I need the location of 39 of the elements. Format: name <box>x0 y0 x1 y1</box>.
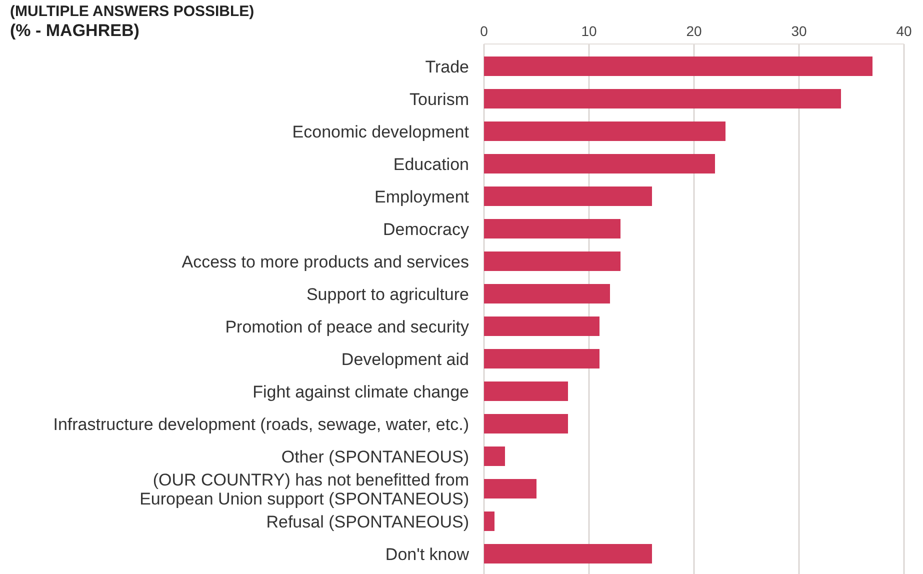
text: (MULTIPLE ANSWERS POSSIBLE) <box>10 3 254 20</box>
bar <box>484 414 568 434</box>
bar <box>484 512 494 531</box>
y-tick-label: Education <box>393 154 469 174</box>
y-tick-label: Don't know <box>385 544 470 564</box>
x-tick-label: 20 <box>686 23 702 39</box>
y-tick-label: Employment <box>374 186 470 206</box>
bar <box>484 316 600 336</box>
y-tick-label: Other (SPONTANEOUS) <box>281 446 469 466</box>
bar <box>484 122 726 141</box>
y-tick-label: Trade <box>425 56 469 76</box>
y-tick-label: Development aid <box>341 349 469 368</box>
bar <box>484 89 841 108</box>
x-tick-label: 30 <box>791 23 807 39</box>
x-tick-label: 0 <box>480 23 488 39</box>
text: (% - MAGHREB) <box>10 21 140 40</box>
bar <box>484 349 600 368</box>
bar <box>484 544 652 564</box>
bar <box>484 219 620 238</box>
y-tick-label: Tourism <box>409 89 469 108</box>
y-tick-label: (OUR COUNTRY) has not benefitted from European Union support (SPONTANEOUS) <box>140 470 469 508</box>
y-tick-label: Democracy <box>383 219 470 238</box>
bar <box>484 446 505 466</box>
x-tick-label: 10 <box>581 23 597 39</box>
y-tick-label: Access to more products and services <box>182 252 469 271</box>
y-tick-label: Promotion of peace and security <box>225 316 470 336</box>
y-tick-label: Fight against climate change <box>252 382 469 401</box>
bar <box>484 56 872 76</box>
y-tick-label: Infrastructure development (roads, sewage, water, etc.) <box>53 414 469 434</box>
bar <box>484 252 620 271</box>
bar <box>484 186 652 206</box>
y-tick-label: Refusal (SPONTANEOUS) <box>266 512 469 531</box>
bar <box>484 479 536 498</box>
bar <box>484 284 610 304</box>
y-tick-label: Support to agriculture <box>306 284 469 304</box>
bar <box>484 154 715 174</box>
y-tick-label: Economic development <box>292 122 470 141</box>
bar <box>484 382 568 401</box>
x-tick-label: 40 <box>896 23 912 39</box>
